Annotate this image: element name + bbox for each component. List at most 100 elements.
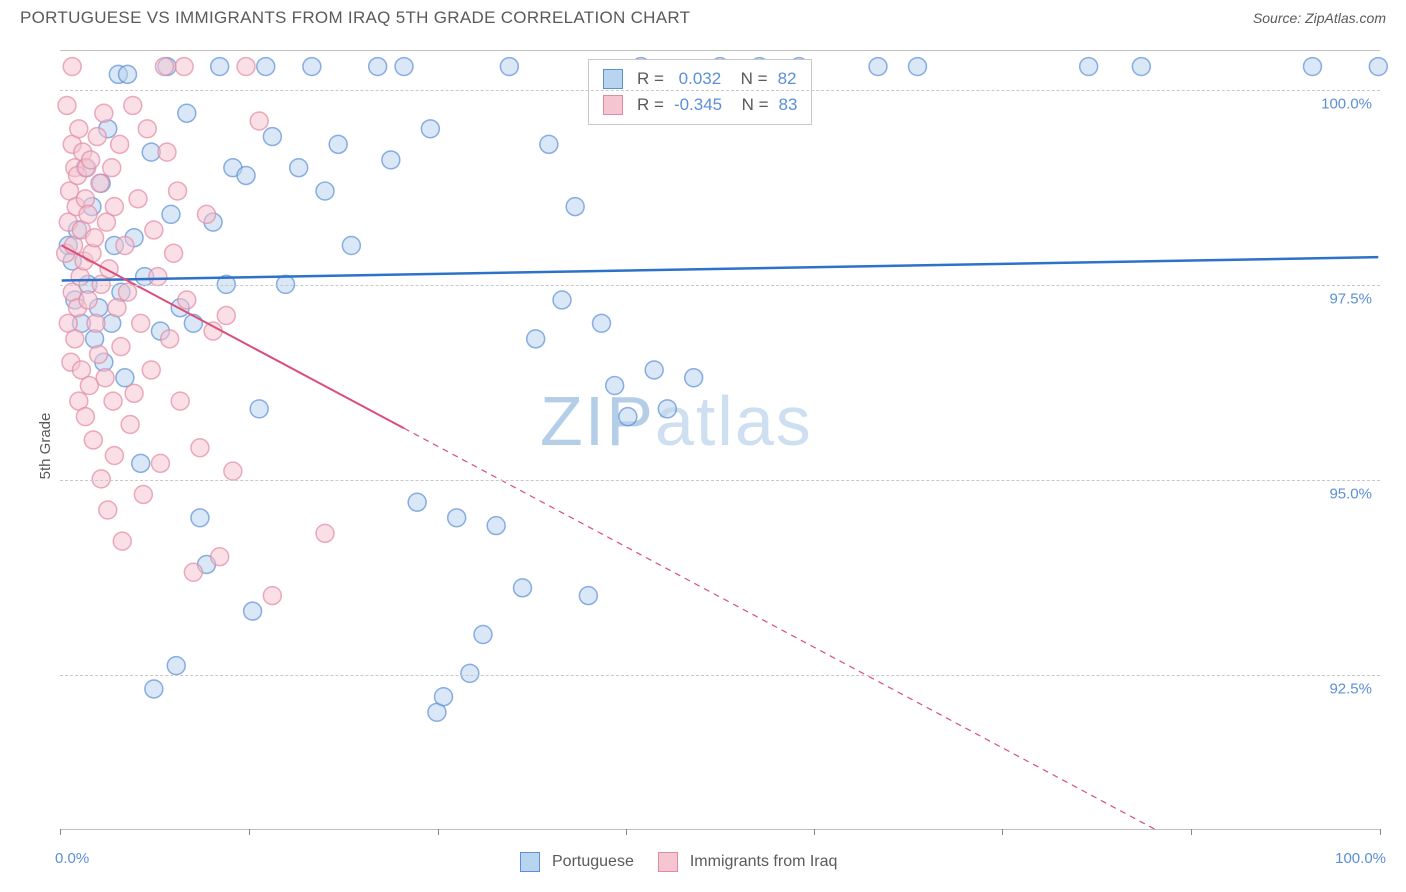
scatter-point — [606, 377, 624, 395]
n-value-1: 82 — [778, 69, 797, 89]
xtick-label-100: 100.0% — [1335, 850, 1386, 867]
scatter-point — [204, 322, 222, 340]
chart-plot-area: ZIPatlas R = 0.032 N = 82 R = -0.345 N =… — [60, 50, 1380, 830]
scatter-point — [178, 291, 196, 309]
scatter-point — [116, 237, 134, 255]
scatter-point — [113, 532, 131, 550]
r-value-2: -0.345 — [674, 95, 722, 115]
scatter-point — [237, 167, 255, 185]
scatter-point — [108, 299, 126, 317]
scatter-point — [658, 400, 676, 418]
scatter-point — [105, 198, 123, 216]
scatter-point — [171, 392, 189, 410]
scatter-point — [250, 400, 268, 418]
scatter-point — [129, 190, 147, 208]
scatter-point — [619, 408, 637, 426]
n-value-2: 83 — [779, 95, 798, 115]
scatter-point — [211, 548, 229, 566]
scatter-point — [105, 447, 123, 465]
scatter-point — [382, 151, 400, 169]
scatter-point — [111, 135, 129, 153]
scatter-point — [178, 104, 196, 122]
scatter-point — [487, 517, 505, 535]
ytick-label: 100.0% — [1321, 96, 1372, 113]
scatter-point — [116, 369, 134, 387]
scatter-point — [145, 680, 163, 698]
scatter-point — [342, 237, 360, 255]
scatter-point — [408, 493, 426, 511]
legend-item-2: Immigrants from Iraq — [658, 852, 838, 872]
scatter-point — [132, 314, 150, 332]
xtick — [1002, 829, 1003, 835]
scatter-point — [224, 462, 242, 480]
scatter-point — [329, 135, 347, 153]
scatter-point — [540, 135, 558, 153]
xtick — [814, 829, 815, 835]
scatter-point — [175, 58, 193, 76]
xtick — [60, 829, 61, 835]
xtick — [249, 829, 250, 835]
scatter-point — [191, 509, 209, 527]
scatter-point — [90, 345, 108, 363]
scatter-point — [88, 128, 106, 146]
scatter-point — [553, 291, 571, 309]
scatter-point — [165, 244, 183, 262]
legend-label-1: Portuguese — [552, 853, 634, 871]
scatter-point — [566, 198, 584, 216]
r-value-1: 0.032 — [679, 69, 722, 89]
scatter-point — [167, 657, 185, 675]
scatter-point — [87, 314, 105, 332]
xtick — [626, 829, 627, 835]
scatter-point — [645, 361, 663, 379]
trend-line-dashed — [404, 428, 1154, 829]
scatter-point — [84, 431, 102, 449]
scatter-point — [685, 369, 703, 387]
source-label: Source: ZipAtlas.com — [1253, 10, 1386, 26]
trend-line — [62, 257, 1379, 280]
scatter-point — [91, 174, 109, 192]
scatter-point — [104, 392, 122, 410]
scatter-point — [119, 65, 137, 83]
scatter-point — [303, 58, 321, 76]
scatter-point — [448, 509, 466, 527]
scatter-point — [124, 96, 142, 114]
scatter-point — [909, 58, 927, 76]
ytick-label: 97.5% — [1329, 291, 1372, 308]
scatter-point — [435, 688, 453, 706]
scatter-point — [76, 408, 94, 426]
swatch-pink-icon — [658, 852, 678, 872]
scatter-point — [138, 120, 156, 138]
scatter-point — [191, 439, 209, 457]
scatter-point — [149, 268, 167, 286]
scatter-point — [151, 454, 169, 472]
scatter-point — [132, 454, 150, 472]
scatter-svg — [60, 51, 1380, 829]
scatter-point — [58, 96, 76, 114]
chart-title: PORTUGUESE VS IMMIGRANTS FROM IRAQ 5TH G… — [20, 8, 690, 28]
scatter-point — [112, 338, 130, 356]
legend-label-2: Immigrants from Iraq — [690, 853, 838, 871]
scatter-point — [263, 587, 281, 605]
scatter-point — [1304, 58, 1322, 76]
scatter-point — [290, 159, 308, 177]
scatter-point — [184, 563, 202, 581]
scatter-point — [162, 205, 180, 223]
scatter-point — [869, 58, 887, 76]
xtick — [1191, 829, 1192, 835]
gridline-h — [60, 480, 1380, 481]
swatch-pink-icon — [603, 95, 623, 115]
scatter-point — [82, 151, 100, 169]
scatter-point — [579, 587, 597, 605]
scatter-point — [70, 120, 88, 138]
xtick-label-0: 0.0% — [55, 850, 89, 867]
scatter-point — [316, 524, 334, 542]
scatter-point — [461, 664, 479, 682]
scatter-point — [142, 361, 160, 379]
scatter-point — [198, 205, 216, 223]
scatter-point — [79, 291, 97, 309]
swatch-blue-icon — [520, 852, 540, 872]
xtick — [1380, 829, 1381, 835]
scatter-point — [244, 602, 262, 620]
scatter-point — [155, 58, 173, 76]
scatter-point — [421, 120, 439, 138]
